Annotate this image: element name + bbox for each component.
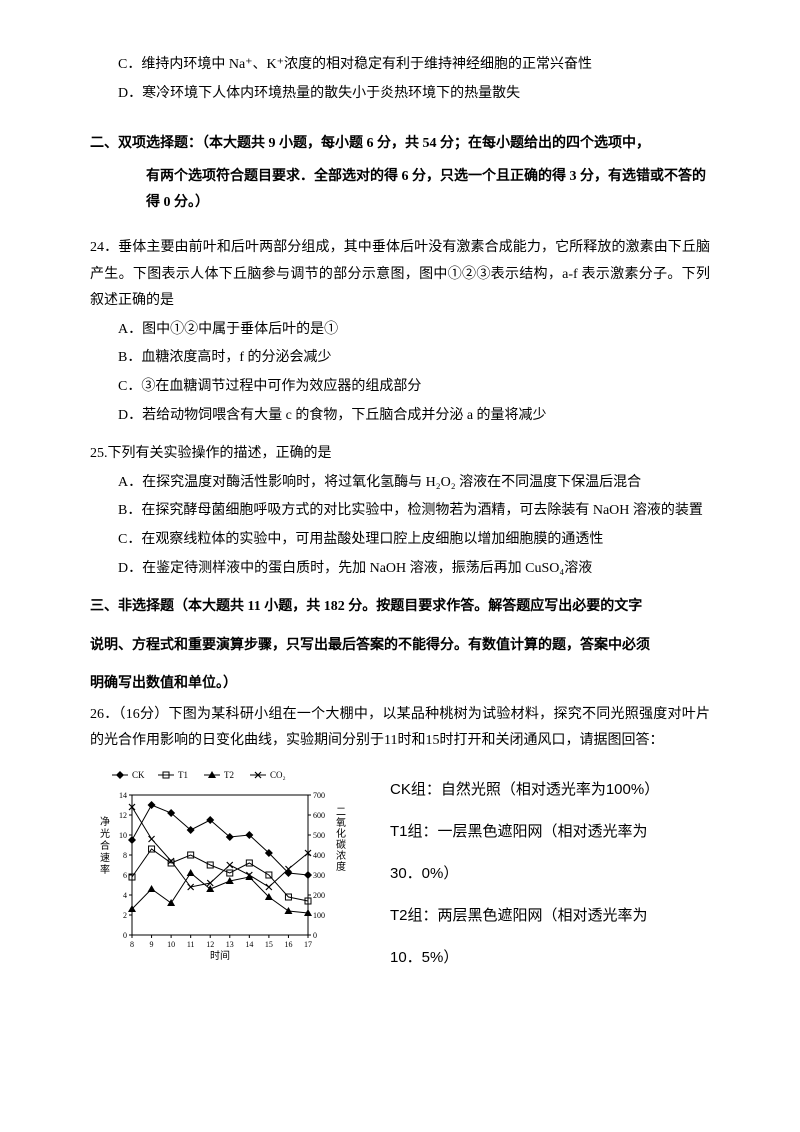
svg-text:11: 11 (187, 940, 195, 949)
svg-text:T1: T1 (178, 770, 188, 780)
svg-text:4: 4 (123, 891, 127, 900)
q23-option-d: D．寒冷环境下人体内环境热量的散失小于炎热环境下的热量散失 (90, 81, 710, 108)
svg-text:17: 17 (304, 940, 312, 949)
svg-text:9: 9 (150, 940, 154, 949)
svg-text:16: 16 (284, 940, 292, 949)
svg-text:合: 合 (100, 839, 110, 852)
svg-text:14: 14 (119, 791, 127, 800)
svg-text:CO₂: CO₂ (270, 770, 286, 780)
group-t1-b: 30．0%） (390, 853, 710, 895)
q25-option-d: D．在鉴定待测样液中的蛋白质时，先加 NaOH 溶液，振荡后再加 CuSO₄溶液 (90, 556, 710, 583)
svg-text:二: 二 (336, 807, 346, 818)
svg-text:700: 700 (313, 791, 325, 800)
section3-line3: 明确写出数值和单位。） (90, 671, 710, 698)
svg-text:0: 0 (313, 931, 317, 940)
svg-text:光: 光 (100, 827, 110, 840)
svg-text:浓: 浓 (336, 850, 346, 862)
chart: CK T1 T2 CO₂ 0 2 4 6 8 10 12 14 0 100 200 300 400 500 600 7… (90, 765, 350, 976)
svg-text:8: 8 (130, 940, 134, 949)
svg-text:CK: CK (132, 770, 145, 780)
q24-stem: 24．垂体主要由前叶和后叶两部分组成，其中垂体后叶没有激素合成能力，它所释放的激… (90, 235, 710, 315)
q25-stem: 25.下列有关实验操作的描述，正确的是 (90, 441, 710, 468)
q24-option-b: B．血糖浓度高时，f 的分泌会减少 (90, 345, 710, 372)
group-t2-a: T2组：两层黑色遮阳网（相对透光率为 (390, 895, 710, 937)
svg-text:10: 10 (119, 831, 127, 840)
chart-and-groups: CK T1 T2 CO₂ 0 2 4 6 8 10 12 14 0 100 200 300 400 500 600 7… (90, 765, 710, 979)
q24-option-a: A．图中①②中属于垂体后叶的是① (90, 317, 710, 344)
svg-text:T2: T2 (224, 770, 234, 780)
svg-text:时间: 时间 (210, 949, 230, 962)
section2-body: 有两个选项符合题目要求．全部选对的得 6 分，只选一个且正确的得 3 分，有选错… (90, 164, 710, 217)
svg-text:化: 化 (336, 827, 346, 840)
svg-text:8: 8 (123, 851, 127, 860)
group-t2-b: 10．5%） (390, 937, 710, 979)
svg-text:200: 200 (313, 891, 325, 900)
q23-option-c: C．维持内环境中 Na⁺、K⁺浓度的相对稳定有利于维持神经细胞的正常兴奋性 (90, 52, 710, 79)
svg-text:100: 100 (313, 911, 325, 920)
svg-text:2: 2 (123, 911, 127, 920)
svg-text:碳: 碳 (336, 838, 346, 851)
section2-header: 二、双项选择题：（本大题共 9 小题，每小题 6 分，共 54 分；在每小题给出… (90, 131, 710, 158)
svg-text:10: 10 (167, 940, 175, 949)
group-labels: CK组：自然光照（相对透光率为100%） T1组：一层黑色遮阳网（相对透光率为 … (350, 765, 710, 979)
q24-option-d: D．若给动物饲喂含有大量 c 的食物，下丘脑合成并分泌 a 的量将减少 (90, 403, 710, 430)
svg-text:15: 15 (265, 940, 273, 949)
svg-text:500: 500 (313, 831, 325, 840)
svg-text:12: 12 (206, 940, 214, 949)
svg-text:度: 度 (336, 860, 346, 873)
q24-option-c: C．③在血糖调节过程中可作为效应器的组成部分 (90, 374, 710, 401)
group-t1-a: T1组：一层黑色遮阳网（相对透光率为 (390, 811, 710, 853)
svg-text:0: 0 (123, 931, 127, 940)
group-ck: CK组：自然光照（相对透光率为100%） (390, 769, 710, 811)
section3-line1: 三、非选择题（本大题共 11 小题，共 182 分。按题目要求作答。解答题应写出… (90, 594, 710, 621)
svg-text:净: 净 (100, 815, 110, 828)
q26-stem: 26．（16分）下图为某科研小组在一个大棚中，以某品种桃树为试验材料，探究不同光… (90, 702, 710, 755)
svg-text:600: 600 (313, 811, 325, 820)
q25-option-a: A．在探究温度对酶活性影响时，将过氧化氢酶与 H₂O₂ 溶液在不同温度下保温后混… (90, 470, 710, 497)
q25-option-b: B．在探究酵母菌细胞呼吸方式的对比实验中，检测物若为酒精，可去除装有 NaOH … (90, 498, 710, 525)
q25-option-c: C．在观察线粒体的实验中，可用盐酸处理口腔上皮细胞以增加细胞膜的通透性 (90, 527, 710, 554)
svg-text:氧: 氧 (336, 816, 346, 829)
svg-text:400: 400 (313, 851, 325, 860)
svg-text:13: 13 (226, 940, 234, 949)
svg-text:速: 速 (100, 852, 110, 864)
svg-text:率: 率 (100, 863, 110, 876)
svg-text:14: 14 (245, 940, 253, 949)
section3-line2: 说明、方程式和重要演算步骤，只写出最后答案的不能得分。有数值计算的题，答案中必须 (90, 633, 710, 660)
svg-text:6: 6 (123, 871, 127, 880)
chart-svg: CK T1 T2 CO₂ 0 2 4 6 8 10 12 14 0 100 200 300 400 500 600 7… (90, 765, 350, 965)
svg-text:12: 12 (119, 811, 127, 820)
svg-text:300: 300 (313, 871, 325, 880)
